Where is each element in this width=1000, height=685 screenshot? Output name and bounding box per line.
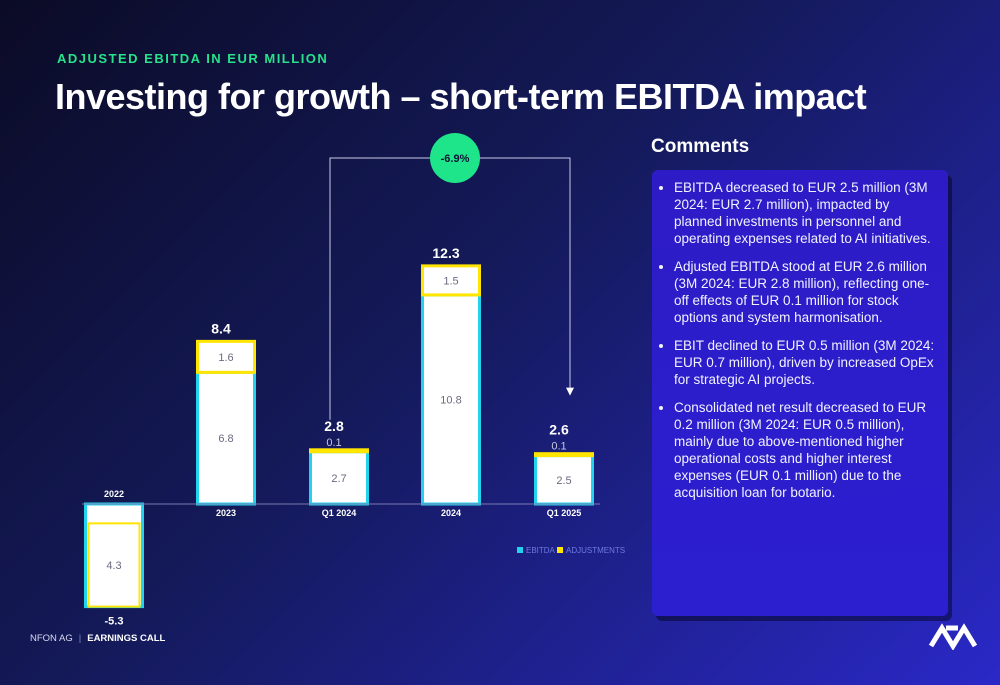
legend-adjustments-label: ADJUSTMENTS xyxy=(566,546,625,555)
total-value-label: 2.8 xyxy=(324,418,344,434)
category-label: 2023 xyxy=(216,508,236,518)
adjustment-value-label: 0.1 xyxy=(326,437,341,449)
category-label: 2022 xyxy=(104,489,124,499)
ebitda-value-label: 10.8 xyxy=(440,394,461,406)
bottom-value-label: -5.3 xyxy=(105,616,124,628)
comments-panel: EBITDA decreased to EUR 2.5 million (3M … xyxy=(652,170,948,616)
total-value-label: −1 xyxy=(104,505,120,521)
footer-event: EARNINGS CALL xyxy=(87,633,166,644)
total-value-label: 12.3 xyxy=(432,245,459,261)
category-label: Q1 2025 xyxy=(547,508,582,518)
nfon-logo-icon xyxy=(928,623,978,650)
comments-title: Comments xyxy=(651,136,750,157)
ebitda-chart: 4.3 −1 2022 -5.3 6.8 1.6 8.4 2023 2.7 0.1 2.8 Q1 20… xyxy=(82,133,626,628)
footer-company: NFON AG xyxy=(30,633,73,644)
adjustment-bar xyxy=(309,448,369,454)
change-arrow-icon xyxy=(566,387,574,396)
adjustment-value-label: 1.5 xyxy=(443,275,458,287)
ebitda-value-label: 6.8 xyxy=(218,433,233,445)
adjustment-bar xyxy=(196,339,256,374)
adjustment-value-label: 4.3 xyxy=(106,560,121,572)
change-badge xyxy=(430,133,480,183)
ebitda-value-label: 2.7 xyxy=(331,473,346,485)
total-value-label: 2.6 xyxy=(549,422,569,438)
comment-item: EBIT declined to EUR 0.5 million (3M 202… xyxy=(674,337,936,388)
adjustment-bar xyxy=(421,264,481,297)
adjustment-bar xyxy=(534,452,594,458)
ebitda-value-label: 2.5 xyxy=(556,475,571,487)
category-label: 2024 xyxy=(441,508,461,518)
legend-ebitda-swatch xyxy=(517,547,523,553)
total-value-label: 8.4 xyxy=(211,320,231,336)
category-label: Q1 2024 xyxy=(322,508,357,518)
footer-separator: | xyxy=(78,633,82,644)
adjustment-value-label: 1.6 xyxy=(218,352,233,364)
comment-item: Consolidated net result decreased to EUR… xyxy=(674,399,936,501)
adjustment-bar xyxy=(87,522,141,608)
comments-list: EBITDA decreased to EUR 2.5 million (3M … xyxy=(656,179,936,501)
legend-ebitda-label: EBITDA xyxy=(526,546,556,555)
comment-item: Adjusted EBITDA stood at EUR 2.6 million… xyxy=(674,258,936,326)
adjustment-value-label: 0.1 xyxy=(551,441,566,453)
comment-item: EBITDA decreased to EUR 2.5 million (3M … xyxy=(674,179,936,247)
change-badge-label: -6.9% xyxy=(441,153,470,165)
legend-adjustments-swatch xyxy=(557,547,563,553)
chart-subtitle: ADJUSTED EBITDA IN EUR MILLION xyxy=(57,51,329,66)
page-title: Investing for growth – short-term EBITDA… xyxy=(55,76,867,117)
footer: NFON AG | EARNINGS CALL xyxy=(30,633,165,644)
